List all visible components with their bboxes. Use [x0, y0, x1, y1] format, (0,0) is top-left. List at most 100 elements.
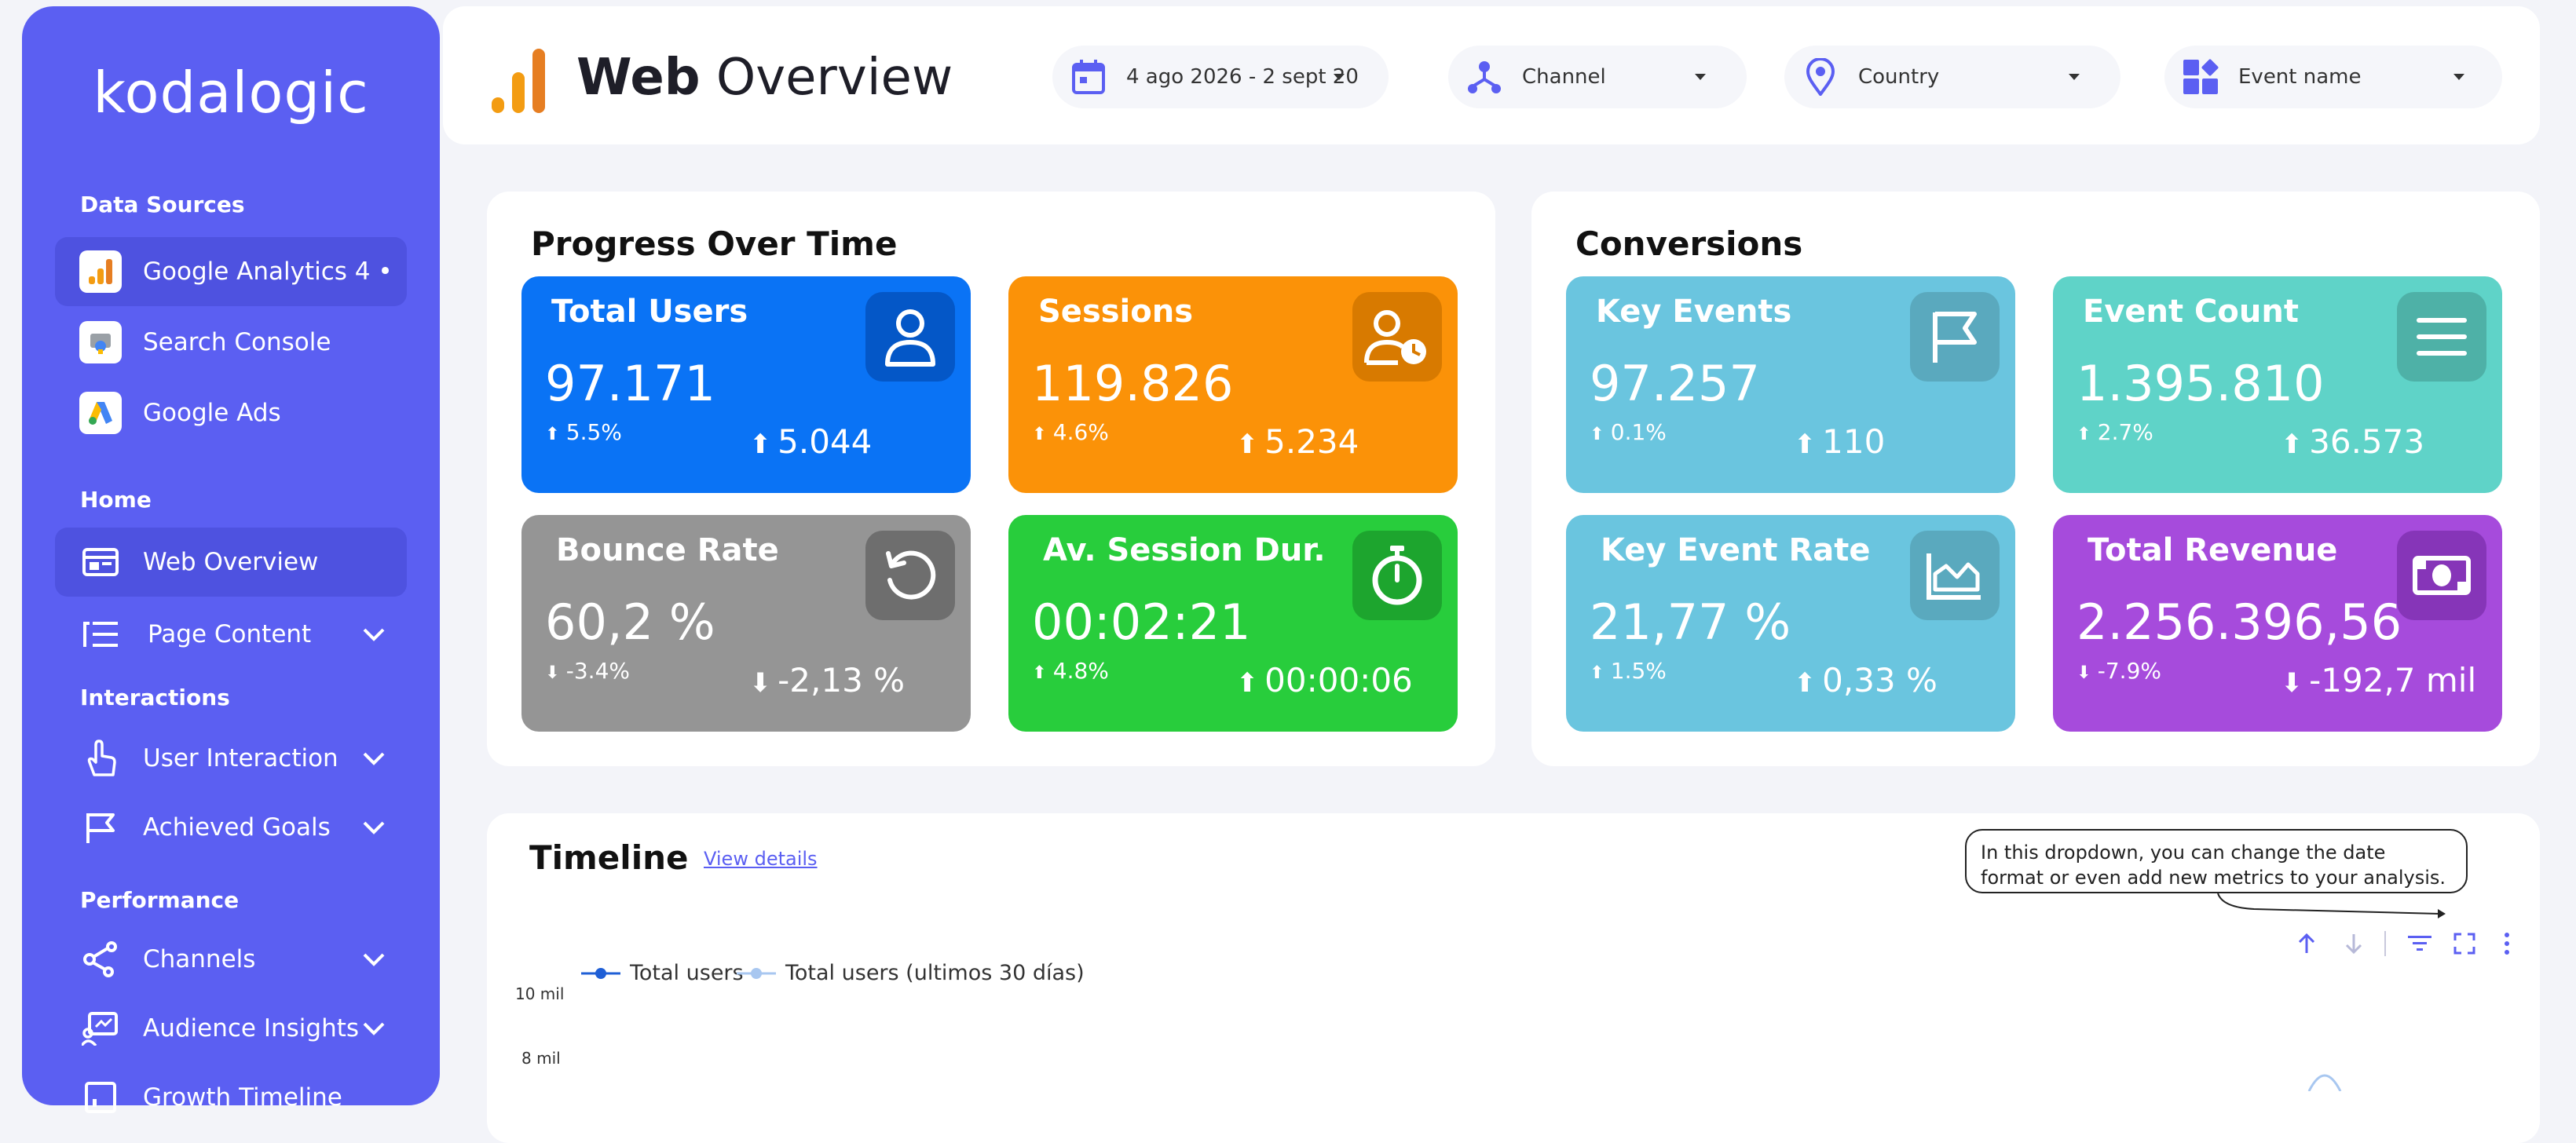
- kpi-title: Total Revenue: [2088, 532, 2338, 568]
- channel-filter-label: Channel: [1522, 65, 1606, 89]
- analytics-bars-icon: [492, 49, 545, 113]
- kpi-value: 97.257: [1590, 355, 1760, 412]
- kpi-percent-change: ⬆ 5.5%: [545, 419, 622, 445]
- view-details-link[interactable]: View details: [704, 848, 818, 870]
- sidebar-item-label: Channels: [143, 945, 256, 973]
- tooltip-pointer-icon: [2217, 893, 2446, 918]
- kpi-delta: ⬆ 00:00:06: [1236, 661, 1413, 699]
- user-icon: [865, 292, 955, 382]
- sort-ascending-icon[interactable]: [2296, 933, 2317, 955]
- chart-line-fragment: [2307, 1074, 2342, 1091]
- kpi-title: Av. Session Dur.: [1043, 532, 1326, 568]
- sidebar-item-search-console[interactable]: Search Console: [55, 308, 407, 377]
- annotation-tooltip: In this dropdown, you can change the dat…: [1965, 829, 2468, 893]
- event-name-filter-label: Event name: [2238, 65, 2362, 89]
- more-options-icon[interactable]: [2502, 931, 2512, 956]
- kpi-value: 00:02:21: [1032, 593, 1251, 651]
- stopwatch-icon: [1352, 531, 1442, 620]
- kpi-value: 1.395.810: [2077, 355, 2325, 412]
- kpi-card-key-event-rate[interactable]: Key Event Rate 21,77 % ⬆ 1.5% ⬆ 0,33 %: [1566, 515, 2015, 732]
- kpi-title: Event Count: [2083, 294, 2299, 330]
- kpi-card-event-count[interactable]: Event Count 1.395.810 ⬆ 2.7% ⬆ 36.573: [2053, 276, 2502, 493]
- sidebar-item-channels[interactable]: Channels: [55, 925, 407, 994]
- caret-down-icon: [1334, 74, 1345, 80]
- legend-item-total-users[interactable]: Total users: [581, 961, 744, 985]
- kpi-value: 119.826: [1032, 355, 1234, 412]
- country-filter-label: Country: [1858, 65, 1940, 89]
- share-nodes-icon: [79, 937, 123, 981]
- sidebar-item-label: Achieved Goals: [143, 813, 331, 842]
- kpi-percent-change: ⬆ 0.1%: [1590, 419, 1667, 445]
- toolbar-divider: [2384, 931, 2386, 956]
- sidebar-item-label: Search Console: [143, 328, 331, 356]
- kpi-value: 2.256.396,56: [2077, 593, 2402, 651]
- chevron-down-icon[interactable]: [360, 620, 388, 648]
- expand-icon[interactable]: [2453, 933, 2475, 955]
- sort-descending-icon[interactable]: [2344, 933, 2364, 955]
- kpi-percent-change: ⬇ -7.9%: [2077, 658, 2162, 684]
- kpi-percent-change: ⬆ 1.5%: [1590, 658, 1667, 684]
- chevron-down-icon[interactable]: [360, 744, 388, 772]
- google-ads-icon: [79, 391, 123, 435]
- browser-window-icon: [79, 540, 123, 584]
- progress-panel-title: Progress Over Time: [531, 225, 898, 263]
- brand-logo: kodalogic: [93, 60, 369, 126]
- kpi-title: Key Event Rate: [1601, 532, 1871, 568]
- conversions-panel-title: Conversions: [1575, 225, 1803, 263]
- sidebar-item-page-content[interactable]: Page Content: [55, 600, 407, 669]
- filter-icon[interactable]: [2408, 934, 2431, 953]
- sidebar-item-growth-timeline[interactable]: Growth Timeline: [55, 1063, 407, 1132]
- sidebar-item-label: Growth Timeline: [143, 1083, 342, 1112]
- sidebar-item-google-analytics[interactable]: Google Analytics 4 •: [55, 237, 407, 306]
- date-range-picker[interactable]: 4 ago 2026 - 2 sept 20: [1052, 46, 1389, 108]
- kpi-delta: ⬇ -2,13 %: [749, 661, 906, 699]
- legend-label: Total users (ultimos 30 días): [785, 961, 1085, 985]
- country-filter[interactable]: Country: [1784, 46, 2120, 108]
- section-performance: Performance: [80, 887, 240, 913]
- caret-down-icon: [2069, 74, 2080, 80]
- calendar-icon: [1068, 57, 1109, 97]
- chevron-down-icon[interactable]: [360, 1014, 388, 1043]
- kpi-card-bounce-rate[interactable]: Bounce Rate 60,2 % ⬇ -3.4% ⬇ -2,13 %: [521, 515, 971, 732]
- kpi-card-total-revenue[interactable]: Total Revenue 2.256.396,56 ⬇ -7.9% ⬇ -192,…: [2053, 515, 2502, 732]
- timeline-title: Timeline: [529, 838, 689, 877]
- sidebar-item-label: Audience Insights: [143, 1014, 360, 1043]
- kpi-title: Total Users: [551, 294, 748, 330]
- kpi-card-session-duration[interactable]: Av. Session Dur. 00:02:21 ⬆ 4.8% ⬆ 00:00:0…: [1008, 515, 1458, 732]
- area-chart-icon: [1910, 531, 2000, 620]
- sidebar-item-web-overview[interactable]: Web Overview: [55, 528, 407, 597]
- legend-label: Total users: [630, 961, 744, 985]
- legend-marker: [737, 967, 776, 979]
- kpi-value: 97.171: [545, 355, 715, 412]
- sidebar-item-achieved-goals[interactable]: Achieved Goals: [55, 793, 407, 862]
- section-data-sources: Data Sources: [80, 192, 245, 217]
- list-icon: [79, 612, 123, 656]
- growth-chart-icon: [79, 1075, 123, 1119]
- kpi-card-key-events[interactable]: Key Events 97.257 ⬆ 0.1% ⬆ 110: [1566, 276, 2015, 493]
- widgets-icon: [2180, 57, 2221, 97]
- sidebar-item-user-interaction[interactable]: User Interaction: [55, 724, 407, 793]
- sidebar-item-label: Page Content: [148, 620, 312, 648]
- section-interactions: Interactions: [80, 685, 230, 710]
- kpi-delta: ⬆ 36.573: [2281, 422, 2425, 461]
- channel-filter[interactable]: Channel: [1448, 46, 1747, 108]
- event-name-filter[interactable]: Event name: [2164, 46, 2502, 108]
- flag-icon: [1910, 292, 2000, 382]
- sidebar-item-google-ads[interactable]: Google Ads: [55, 378, 407, 447]
- kpi-card-sessions[interactable]: Sessions 119.826 ⬆ 4.6% ⬆ 5.234: [1008, 276, 1458, 493]
- kpi-title: Key Events: [1596, 294, 1792, 330]
- kpi-title: Bounce Rate: [556, 532, 779, 568]
- chevron-down-icon[interactable]: [360, 945, 388, 973]
- sidebar-item-label: Web Overview: [143, 548, 319, 576]
- y-axis-tick: 8 mil: [521, 1049, 561, 1068]
- chevron-down-icon[interactable]: [360, 813, 388, 842]
- refresh-icon: [865, 531, 955, 620]
- kpi-card-total-users[interactable]: Total Users 97.171 ⬆ 5.5% ⬆ 5.044: [521, 276, 971, 493]
- legend-item-total-users-previous[interactable]: Total users (ultimos 30 días): [737, 961, 1085, 985]
- sidebar-item-audience-insights[interactable]: Audience Insights: [55, 994, 407, 1063]
- sidebar-item-label: Google Analytics 4 •: [143, 257, 393, 286]
- kpi-value: 21,77 %: [1590, 593, 1791, 651]
- kpi-delta: ⬆ 0,33 %: [1794, 661, 1937, 699]
- google-analytics-icon: [79, 250, 123, 294]
- top-header: Web Overview 4 ago 2026 - 2 sept 20 Chan…: [443, 6, 2540, 144]
